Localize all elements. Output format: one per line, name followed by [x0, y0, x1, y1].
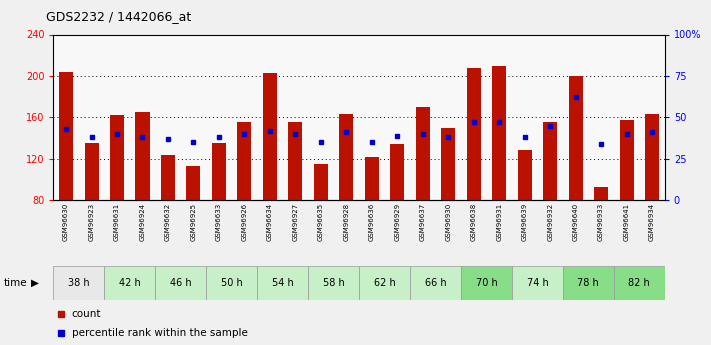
Bar [308, 266, 359, 300]
Bar [289, 122, 302, 200]
Text: 50 h: 50 h [221, 278, 242, 288]
Bar [543, 122, 557, 200]
Text: time: time [4, 278, 27, 288]
Text: 58 h: 58 h [323, 278, 344, 288]
Bar [206, 266, 257, 300]
Bar [619, 120, 634, 200]
Bar [53, 266, 105, 300]
Bar [314, 164, 328, 200]
Bar [365, 157, 379, 200]
Bar [461, 266, 512, 300]
Bar [416, 107, 429, 200]
Bar [237, 122, 252, 200]
Bar [186, 166, 201, 200]
Bar [594, 187, 608, 200]
Text: count: count [72, 309, 101, 319]
Bar [85, 143, 99, 200]
Text: 38 h: 38 h [68, 278, 90, 288]
Bar [492, 66, 506, 200]
Bar [569, 76, 582, 200]
Bar [110, 115, 124, 200]
Text: 66 h: 66 h [424, 278, 447, 288]
Bar [212, 143, 226, 200]
Bar [161, 155, 175, 200]
Bar [105, 266, 155, 300]
Bar [563, 266, 614, 300]
Text: 82 h: 82 h [629, 278, 650, 288]
Bar [442, 128, 455, 200]
Text: 70 h: 70 h [476, 278, 497, 288]
Bar [645, 114, 659, 200]
Text: 74 h: 74 h [527, 278, 548, 288]
Bar [136, 112, 149, 200]
Text: 62 h: 62 h [374, 278, 395, 288]
Bar [466, 68, 481, 200]
Bar [410, 266, 461, 300]
Text: ▶: ▶ [31, 278, 38, 288]
Bar [614, 266, 665, 300]
Text: 42 h: 42 h [119, 278, 141, 288]
Bar [257, 266, 308, 300]
Bar [390, 144, 405, 200]
Bar [263, 73, 277, 200]
Text: 78 h: 78 h [577, 278, 599, 288]
Text: percentile rank within the sample: percentile rank within the sample [72, 328, 247, 338]
Text: GDS2232 / 1442066_at: GDS2232 / 1442066_at [46, 10, 191, 23]
Bar [155, 266, 206, 300]
Text: 54 h: 54 h [272, 278, 294, 288]
Bar [59, 72, 73, 200]
Bar [512, 266, 563, 300]
Text: 46 h: 46 h [170, 278, 191, 288]
Bar [518, 150, 532, 200]
Bar [339, 114, 353, 200]
Bar [359, 266, 410, 300]
